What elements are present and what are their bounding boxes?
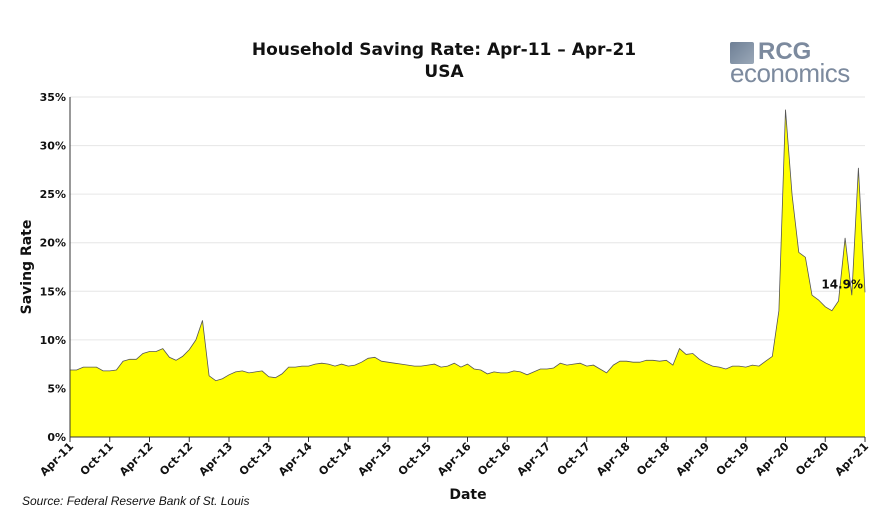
x-tick-label: Oct-13 [237, 440, 275, 478]
x-tick-label: Oct-18 [634, 440, 672, 478]
y-tick-label: 25% [40, 188, 66, 201]
x-tick-label: Oct-16 [475, 440, 513, 478]
x-tick-label: Oct-19 [714, 440, 752, 478]
y-tick-label: 0% [47, 431, 66, 444]
x-tick-label: Apr-18 [594, 440, 633, 479]
logo-bottom: economics [730, 58, 850, 88]
x-tick-label: Oct-11 [78, 440, 116, 478]
x-tick-label: Apr-17 [514, 440, 553, 479]
y-axis-label: Saving Rate [19, 220, 35, 315]
x-tick-label: Apr-20 [753, 440, 792, 479]
y-tick-label: 35% [40, 91, 66, 104]
x-tick-label: Oct-12 [157, 440, 195, 478]
x-tick-label: Apr-16 [435, 440, 474, 479]
chart-title: Household Saving Rate: Apr-11 – Apr-21 [251, 40, 637, 60]
chart-subtitle: USA [424, 62, 464, 82]
x-tick-label: Apr-19 [673, 440, 712, 479]
x-tick-label: Apr-12 [117, 440, 156, 479]
logo-top: RCG [758, 38, 812, 65]
x-axis-label: Date [449, 487, 486, 503]
x-tick-label: Apr-15 [355, 440, 394, 479]
x-tick-label: Oct-20 [793, 440, 831, 478]
source-note: Source: Federal Reserve Bank of St. Loui… [22, 494, 250, 508]
y-tick-label: 10% [40, 334, 66, 347]
x-tick-label: Apr-14 [276, 440, 315, 479]
x-tick-label: Apr-21 [832, 440, 871, 479]
x-tick-label: Oct-17 [555, 440, 593, 478]
y-tick-label: 15% [40, 285, 66, 298]
y-tick-label: 30% [40, 140, 66, 153]
x-tick-label: Oct-15 [396, 440, 434, 478]
last-value-label: 14.9% [821, 277, 863, 291]
y-tick-label: 20% [40, 237, 66, 250]
x-tick-label: Apr-11 [37, 440, 76, 479]
y-tick-label: 5% [47, 382, 66, 395]
saving-rate-area [70, 109, 865, 437]
x-tick-label: Oct-14 [316, 440, 354, 478]
logo-arrow-icon [730, 42, 754, 64]
rcg-logo: RCG economics [730, 38, 870, 90]
x-tick-label: Apr-13 [196, 440, 235, 479]
